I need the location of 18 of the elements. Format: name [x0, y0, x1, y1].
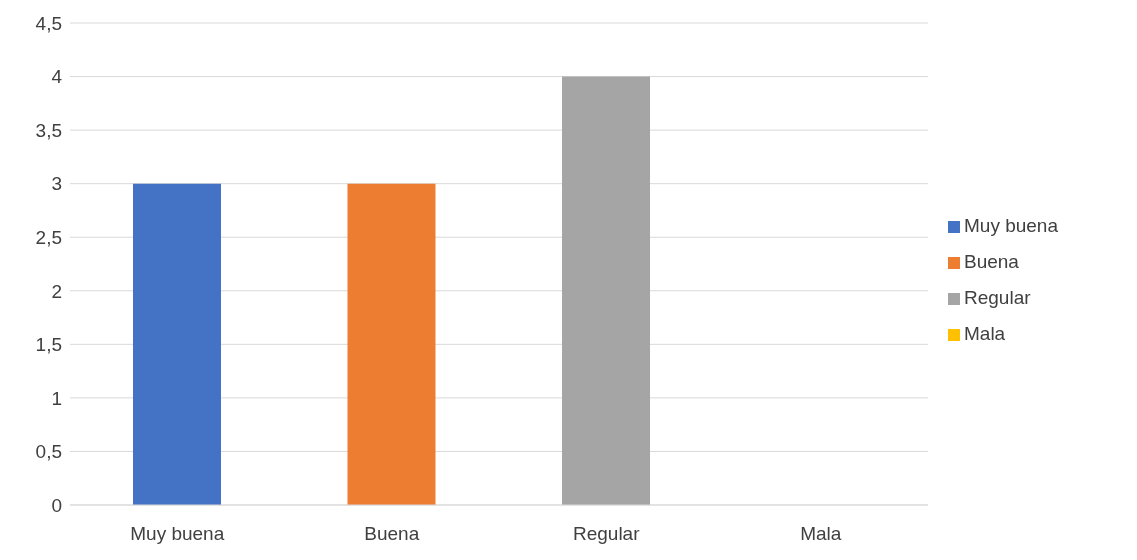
- y-tick-label: 0,5: [35, 441, 62, 463]
- y-tick-label: 1,5: [35, 334, 62, 356]
- legend-label: Regular: [964, 287, 1031, 308]
- x-tick-label: Muy buena: [130, 523, 225, 545]
- y-tick-label: 3: [51, 173, 62, 195]
- x-tick-label: Mala: [800, 523, 842, 545]
- y-tick-label: 2: [51, 280, 62, 302]
- y-tick-label: 2,5: [35, 226, 62, 248]
- legend-label: Muy buena: [964, 215, 1059, 236]
- y-tick-label: 4: [51, 66, 63, 88]
- x-tick-label: Regular: [572, 523, 641, 545]
- y-tick-label: 1: [51, 387, 62, 409]
- y-tick-label: 0: [51, 494, 62, 516]
- legend-label: Buena: [964, 251, 1019, 272]
- x-tick-label: Buena: [364, 523, 420, 545]
- y-tick-label: 3,5: [35, 119, 62, 141]
- legend-label: Mala: [964, 323, 1006, 344]
- y-tick-label: 4,5: [35, 12, 62, 34]
